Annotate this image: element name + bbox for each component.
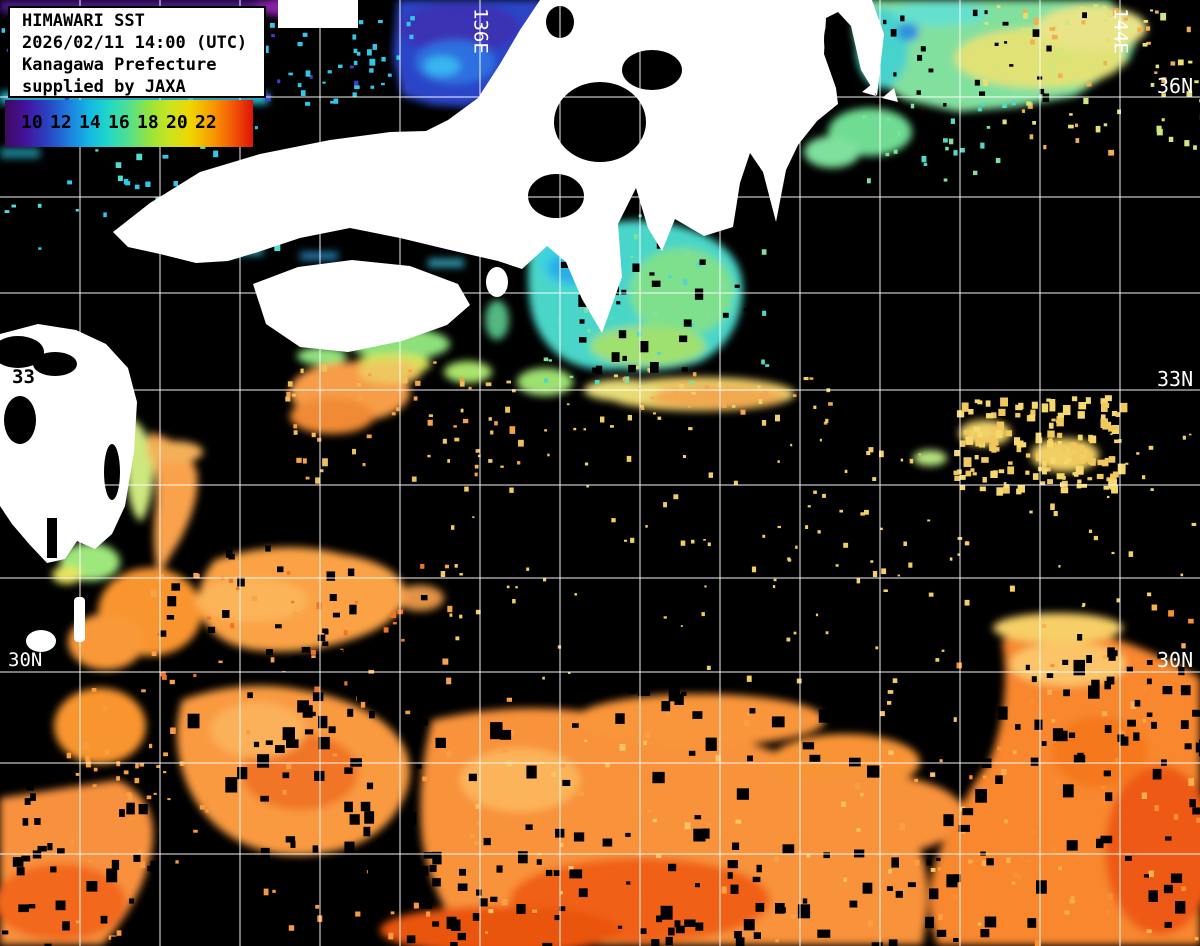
shikoku-island — [253, 260, 470, 352]
title-line-region: Kanagawa Prefecture — [22, 55, 217, 75]
sst-speckle-layer — [1, 4, 1200, 946]
colorbar-tick: 12 — [50, 112, 72, 133]
colorbar-gradient — [5, 100, 253, 147]
grid-label-layer: 136E 144E 36N 33N 30N 33 30N — [8, 8, 1193, 672]
colorbar-tick: 22 — [195, 112, 217, 133]
title-box: HIMAWARI SST 2026/02/11 14:00 (UTC) Kana… — [8, 6, 266, 98]
lat-label-30n-left: 30N — [8, 649, 42, 671]
honshu-landmass — [113, 0, 884, 333]
small-island — [26, 630, 56, 652]
lat-label-33n-right: 33N — [1157, 367, 1193, 391]
title-line-credit: supplied by JAXA — [22, 77, 186, 97]
lat-label-36n-right: 36N — [1157, 74, 1193, 98]
lon-label-136e: 136E — [469, 8, 491, 54]
awaji-island — [486, 267, 508, 297]
colorbar-tick: 20 — [166, 112, 188, 133]
colorbar-tick: 16 — [108, 112, 130, 133]
colorbar: 10 12 14 16 18 20 22 — [5, 100, 253, 147]
small-island — [42, 454, 62, 470]
north-land-block — [278, 0, 358, 28]
cape-mark — [882, 88, 898, 102]
cloud-over-land-layer — [0, 6, 842, 558]
colorbar-tick: 14 — [79, 112, 101, 133]
title-line-product: HIMAWARI SST — [22, 11, 145, 31]
lat-label-30n-right: 30N — [1157, 648, 1193, 672]
lat-label-33-left: 33 — [12, 366, 35, 388]
cape-mark — [862, 84, 876, 96]
kyushu-island — [0, 324, 137, 563]
title-line-datetime: 2026/02/11 14:00 (UTC) — [22, 33, 248, 53]
colorbar-tick: 10 — [21, 112, 43, 133]
colorbar-tick: 18 — [137, 112, 159, 133]
lon-label-144e: 144E — [1109, 8, 1131, 54]
land-layer — [0, 0, 898, 652]
